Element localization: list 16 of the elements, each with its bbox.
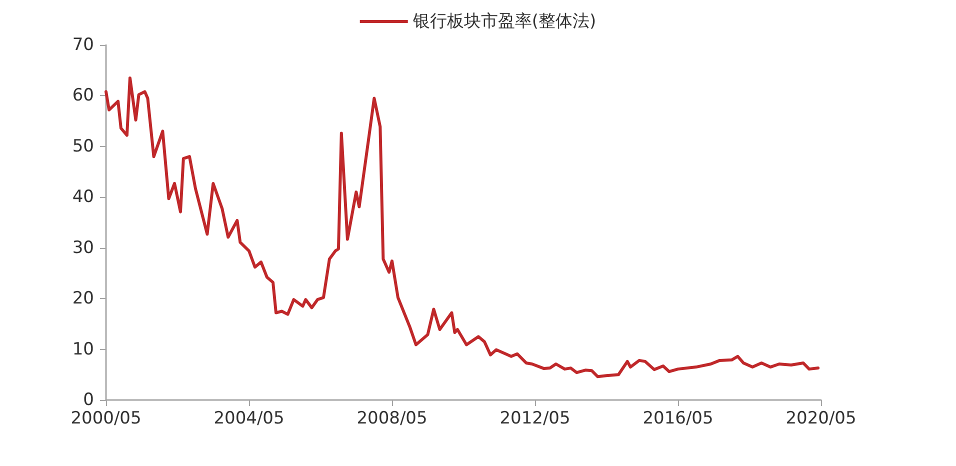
y-tick-label: 50 <box>72 136 94 156</box>
y-tick-label: 60 <box>72 86 94 106</box>
x-tick-label: 2004/05 <box>214 408 284 428</box>
y-tick-label: 10 <box>72 339 94 360</box>
x-tick-label: 2008/05 <box>356 408 428 428</box>
x-tick-label: 2012/05 <box>500 408 570 428</box>
line-series <box>104 76 820 378</box>
x-tick-label: 2016/05 <box>642 408 714 428</box>
legend-label: 银行板块市盈率(整体法) <box>412 12 596 32</box>
x-tick-label: 2000/05 <box>70 408 142 428</box>
y-tick-label: 70 <box>72 35 94 55</box>
y-tick-label: 20 <box>72 288 94 309</box>
y-tick-label: 30 <box>72 238 94 258</box>
y-tick-label: 40 <box>72 187 94 208</box>
x-tick-label: 2020/05 <box>786 408 856 428</box>
y-tick-label: 0 <box>83 390 94 410</box>
